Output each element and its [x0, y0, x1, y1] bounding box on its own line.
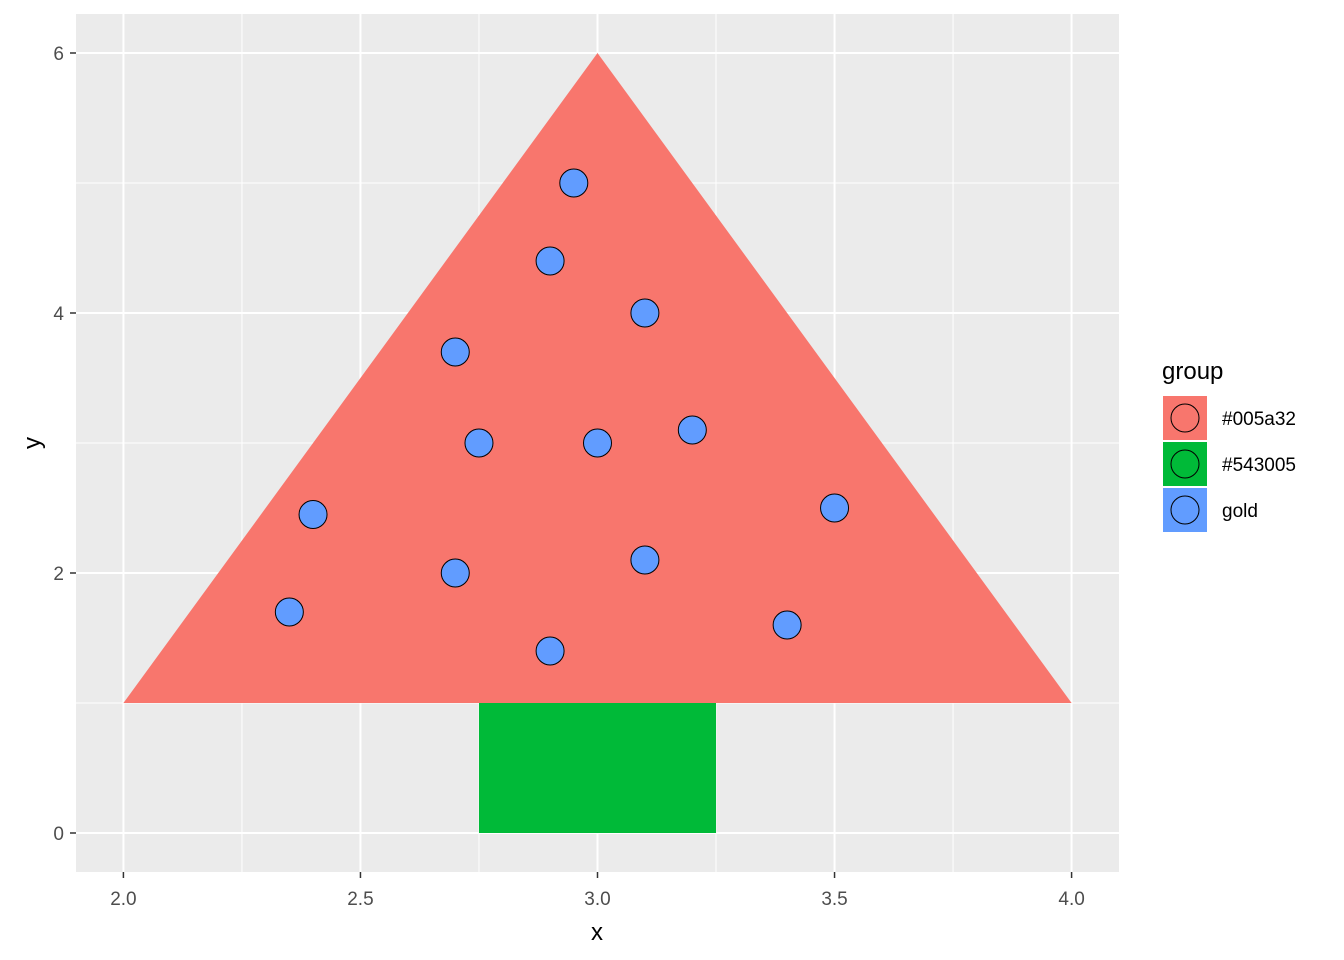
- legend: group #005a32 #543005 gold: [1162, 358, 1296, 532]
- data-point: [630, 545, 660, 575]
- legend-key-point: [1170, 495, 1200, 525]
- data-point: [630, 298, 660, 328]
- data-point: [440, 558, 470, 588]
- polygons: [123, 53, 1072, 833]
- legend-key-point: [1170, 403, 1200, 433]
- legend-label: #543005: [1222, 455, 1296, 476]
- y-axis-title: y: [19, 437, 46, 449]
- data-point: [535, 636, 565, 666]
- y-tick-label: 2: [53, 564, 64, 585]
- x-tick-label: 3.5: [821, 889, 847, 910]
- x-tick-label: 2.0: [110, 889, 136, 910]
- data-point: [820, 493, 850, 523]
- data-point: [583, 428, 612, 458]
- data-point: [298, 500, 328, 529]
- x-tick-label: 3.0: [584, 889, 610, 910]
- y-tick-label: 6: [53, 44, 64, 65]
- y-tick-label: 0: [53, 824, 64, 845]
- data-point: [464, 428, 494, 458]
- legend-entries: #005a32 #543005 gold: [1163, 396, 1296, 532]
- legend-label: #005a32: [1222, 409, 1296, 430]
- x-axis: 2.0 2.5 3.0 3.5 4.0: [110, 872, 1085, 910]
- x-tick-label: 2.5: [347, 889, 373, 910]
- x-tick-label: 4.0: [1058, 889, 1084, 910]
- data-point: [440, 337, 470, 367]
- data-point: [772, 610, 802, 640]
- legend-label: gold: [1222, 501, 1258, 522]
- data-point: [559, 168, 589, 198]
- legend-title: group: [1162, 358, 1223, 385]
- data-point: [677, 415, 707, 445]
- x-axis-title: x: [591, 919, 603, 946]
- legend-key-point: [1170, 449, 1200, 479]
- data-point: [535, 246, 565, 276]
- polygon-005a32: [123, 53, 1072, 703]
- polygon-543005: [478, 703, 717, 833]
- y-axis: 0 2 4 6: [53, 44, 76, 845]
- points: [274, 168, 850, 666]
- y-tick-label: 4: [53, 304, 64, 325]
- data-point: [274, 597, 304, 627]
